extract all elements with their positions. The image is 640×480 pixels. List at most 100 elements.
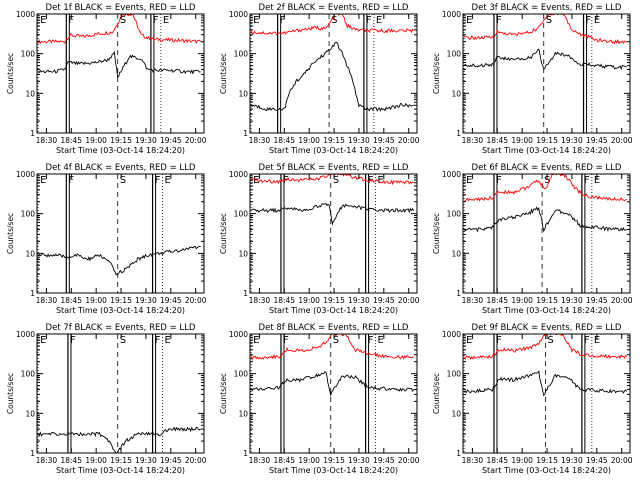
x-tick-label: 18:30 <box>249 296 271 305</box>
y-tick-label: 1000 <box>16 330 35 339</box>
x-tick-label: 20:00 <box>611 136 633 145</box>
x-axis-label: Start Time (03-Oct-14 18:24:20) <box>269 466 398 475</box>
y-tick-label: 100 <box>234 370 249 379</box>
marker-label: F <box>153 15 159 26</box>
marker-label: E <box>253 175 259 186</box>
x-tick-label: 19:45 <box>586 136 608 145</box>
series-group <box>250 14 415 112</box>
x-tick-label: 19:00 <box>298 296 320 305</box>
x-tick-label: 20:00 <box>398 296 420 305</box>
y-tick-label: 10 <box>451 89 461 98</box>
y-tick-label: 10 <box>25 89 35 98</box>
marker-label: F <box>280 15 286 26</box>
y-tick-label: 10 <box>451 409 461 418</box>
series-line <box>250 202 415 226</box>
marker-label: S <box>120 175 126 186</box>
x-tick-label: 20:00 <box>611 456 633 465</box>
series-line <box>463 370 628 397</box>
plot-frame <box>462 333 631 454</box>
series-line <box>37 245 201 276</box>
x-tick-label: 19:15 <box>536 136 558 145</box>
x-tick-label: 19:15 <box>536 456 558 465</box>
y-tick-label: 1000 <box>16 170 35 179</box>
x-tick-label: 19:45 <box>373 136 395 145</box>
chart-title: Det 2f BLACK = Events, RED = LLD <box>259 3 409 13</box>
x-tick-label: 18:45 <box>60 456 82 465</box>
y-tick-label: 100 <box>447 50 462 59</box>
y-axis-label: Counts/sec <box>6 53 15 94</box>
x-tick-label: 19:30 <box>348 296 370 305</box>
series-line <box>464 14 627 45</box>
y-tick-label: 1000 <box>16 10 35 19</box>
chart-title: Det 7f BLACK = Events, RED = LLD <box>46 323 196 333</box>
y-tick-label: 1000 <box>442 10 461 19</box>
marker-label: F <box>68 175 74 186</box>
x-tick-label: 19:45 <box>373 456 395 465</box>
series-group <box>37 245 201 276</box>
marker-label: F <box>366 15 372 26</box>
marker-label: E <box>253 15 259 26</box>
y-axis-label: Counts/sec <box>219 373 228 414</box>
plot-frame <box>249 173 418 294</box>
x-axis-label: Start Time (03-Oct-14 18:24:20) <box>56 306 185 315</box>
marker-label: E <box>466 335 472 346</box>
x-tick-label: 19:00 <box>511 456 533 465</box>
x-tick-label: 19:15 <box>323 296 345 305</box>
marker-label: F <box>496 15 502 26</box>
x-tick-label: 19:15 <box>536 296 558 305</box>
y-tick-label: 10 <box>451 249 461 258</box>
marker-label: E <box>466 175 472 186</box>
y-axis-label: Counts/sec <box>432 373 441 414</box>
x-axis-label: Start Time (03-Oct-14 18:24:20) <box>269 306 398 315</box>
x-axis-label: Start Time (03-Oct-14 18:24:20) <box>482 306 611 315</box>
marker-label: S <box>544 175 550 186</box>
marker-label: F <box>155 335 161 346</box>
chart-title: Det 3f BLACK = Events, RED = LLD <box>472 3 622 13</box>
x-tick-label: 19:45 <box>373 296 395 305</box>
marker-label: E <box>376 15 382 26</box>
x-tick-label: 19:45 <box>160 456 182 465</box>
x-tick-label: 18:30 <box>249 136 271 145</box>
marker-label: F <box>368 335 374 346</box>
plot-frame <box>462 13 631 134</box>
y-tick-label: 100 <box>21 210 36 219</box>
x-tick-label: 18:45 <box>60 296 82 305</box>
x-tick-label: 20:00 <box>185 136 207 145</box>
y-axis-label: Counts/sec <box>432 213 441 254</box>
series-line <box>464 206 627 233</box>
series-group <box>250 174 415 226</box>
series-line <box>37 14 202 45</box>
chart-title: Det 4f BLACK = Events, RED = LLD <box>46 163 196 173</box>
x-tick-label: 18:45 <box>273 296 295 305</box>
x-tick-label: 18:45 <box>60 136 82 145</box>
y-tick-label: 1 <box>30 289 35 298</box>
x-tick-label: 18:30 <box>462 456 484 465</box>
marker-label: E <box>40 175 46 186</box>
y-tick-label: 1 <box>243 449 248 458</box>
x-tick-label: 18:45 <box>486 456 508 465</box>
x-axis-label: Start Time (03-Oct-14 18:24:20) <box>482 466 611 475</box>
x-tick-label: 19:15 <box>110 456 132 465</box>
x-tick-label: 19:30 <box>135 456 157 465</box>
marker-label: E <box>165 175 171 186</box>
x-tick-label: 20:00 <box>185 456 207 465</box>
x-tick-label: 19:30 <box>561 136 583 145</box>
chart-title: Det 6f BLACK = Events, RED = LLD <box>472 163 622 173</box>
marker-label: S <box>120 15 126 26</box>
y-tick-label: 1000 <box>229 10 248 19</box>
x-tick-label: 19:45 <box>160 136 182 145</box>
x-tick-label: 18:45 <box>273 136 295 145</box>
marker-label: S <box>333 335 339 346</box>
y-tick-label: 1 <box>30 449 35 458</box>
plot-frame <box>249 13 418 134</box>
x-tick-label: 19:45 <box>586 296 608 305</box>
y-tick-label: 10 <box>238 89 248 98</box>
y-tick-label: 10 <box>238 409 248 418</box>
marker-label: S <box>546 15 552 26</box>
